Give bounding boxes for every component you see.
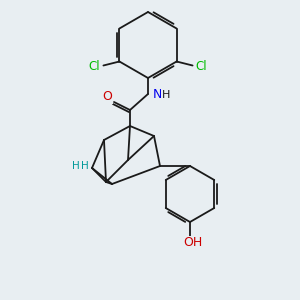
Text: H: H <box>162 90 170 100</box>
Text: H: H <box>72 161 80 171</box>
Text: H: H <box>81 161 89 171</box>
Text: N: N <box>152 88 162 101</box>
Text: Cl: Cl <box>196 60 207 73</box>
Text: O: O <box>102 91 112 103</box>
Text: OH: OH <box>183 236 202 250</box>
Text: Cl: Cl <box>88 60 100 73</box>
